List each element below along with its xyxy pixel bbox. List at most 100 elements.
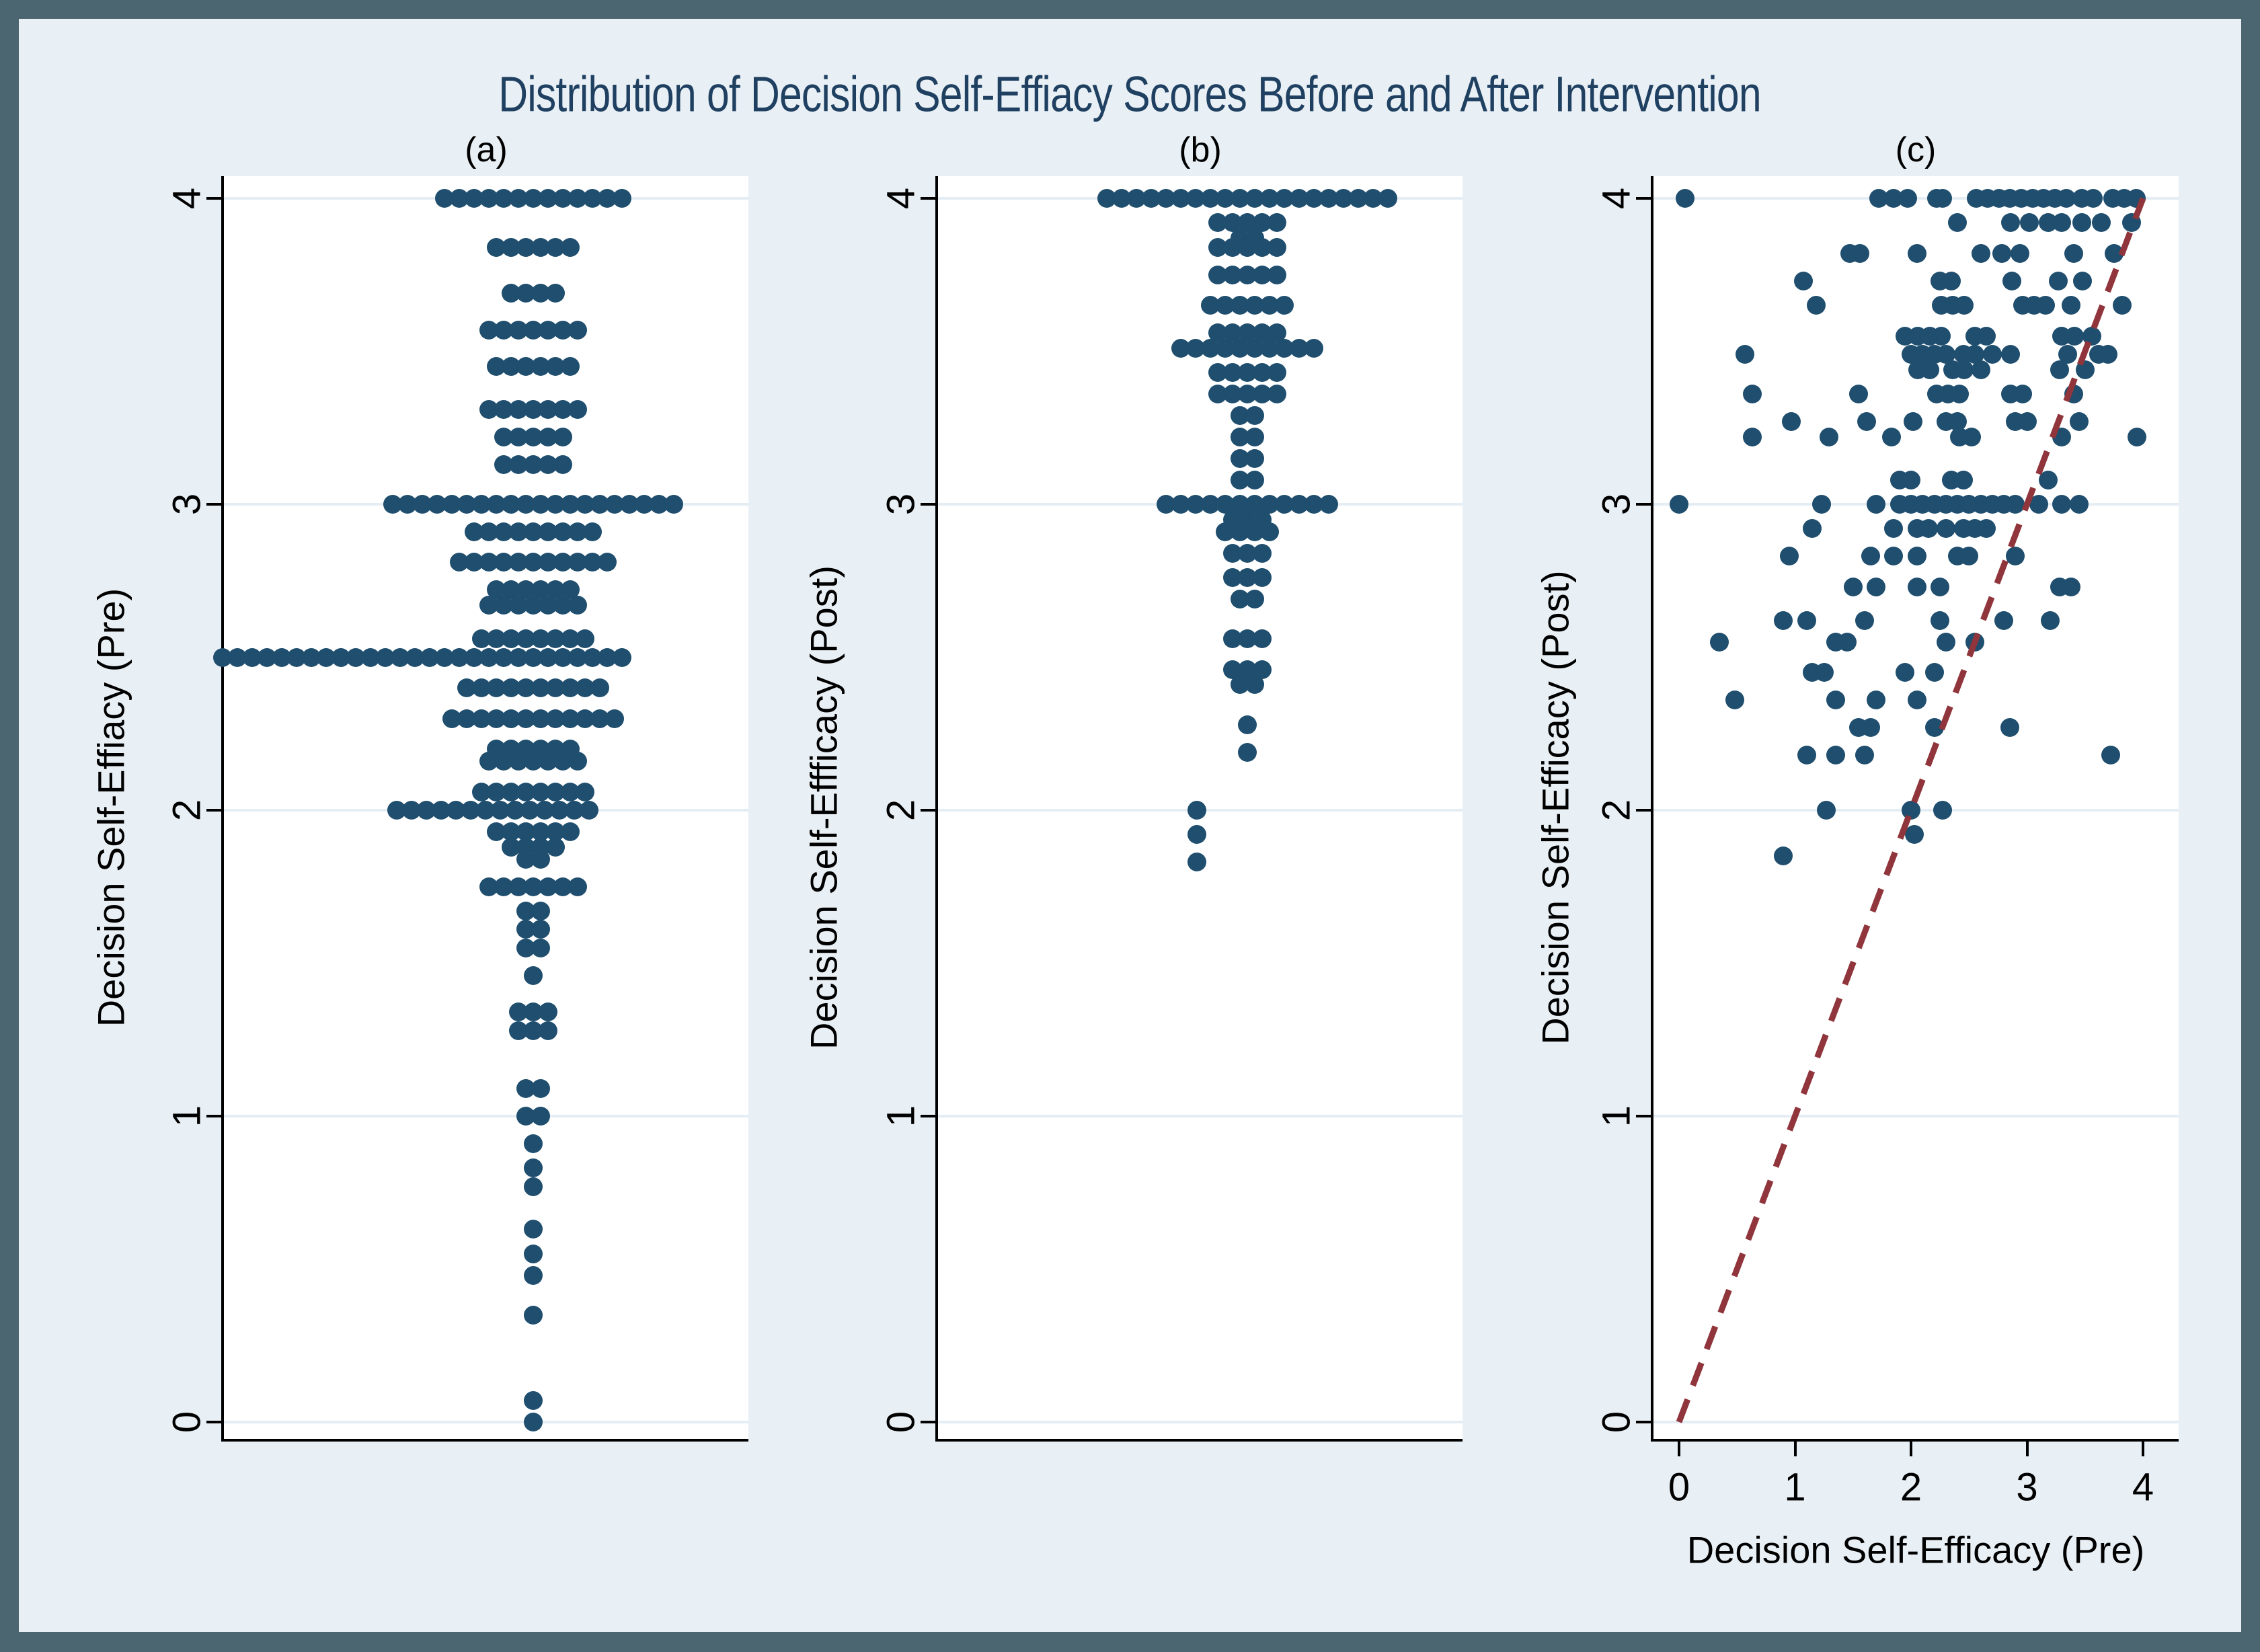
- x-tick-label: 0: [1668, 1465, 1690, 1509]
- scatter-point: [1850, 243, 1870, 263]
- scatter-point: [2006, 495, 2025, 514]
- strip-dot: [561, 357, 580, 377]
- strip-dot: [568, 320, 587, 340]
- y-tick-label: 4: [879, 187, 923, 210]
- scatter-point: [2013, 385, 2032, 404]
- scatter-point: [2073, 271, 2093, 290]
- gridline: [1653, 1421, 2179, 1423]
- scatter-point: [1797, 746, 1816, 765]
- scatter-point: [2049, 271, 2068, 290]
- strip-dot: [1268, 265, 1286, 284]
- strip-dot: [531, 938, 550, 957]
- scatter-point: [1710, 632, 1729, 652]
- scatter-point: [1867, 577, 1886, 596]
- strip-dot: [1245, 406, 1264, 426]
- strip-dot: [1268, 385, 1286, 404]
- strip-dot: [1253, 568, 1272, 588]
- x-axis-line: [935, 1439, 1463, 1442]
- y-tick-label: 2: [1594, 799, 1639, 822]
- scatter-point: [1902, 470, 1920, 489]
- gridline: [1653, 1115, 2179, 1117]
- scatter-point: [2064, 385, 2083, 404]
- scatter-point: [1819, 427, 1838, 446]
- x-axis-line: [221, 1439, 748, 1442]
- scatter-point: [2075, 360, 2095, 379]
- scatter-point: [2062, 577, 2081, 596]
- y-tick-label: 3: [879, 493, 923, 516]
- strip-dot: [1245, 427, 1264, 446]
- scatter-point: [2072, 213, 2091, 233]
- scatter-point: [2001, 213, 2021, 233]
- strip-dot: [568, 399, 587, 419]
- strip-dot: [524, 1391, 543, 1411]
- scatter-point: [1965, 632, 1984, 652]
- panel-b-y-axis-title: Decision Self-Effficacy (Post): [802, 565, 845, 1050]
- scatter-point: [2082, 326, 2102, 346]
- y-tick-label: 0: [879, 1411, 923, 1433]
- gridline: [224, 1115, 748, 1117]
- scatter-point: [1907, 577, 1926, 596]
- y-tick: [1636, 503, 1651, 506]
- scatter-point: [1742, 385, 1762, 404]
- scatter-point: [1918, 519, 1938, 539]
- scatter-point: [1826, 746, 1845, 765]
- scatter-point: [1849, 385, 1869, 404]
- scatter-point: [2052, 213, 2072, 233]
- figure-canvas: Distribution of Decision Self-Effiacy Sc…: [19, 19, 2241, 1632]
- y-tick: [921, 1421, 935, 1423]
- scatter-point: [2038, 470, 2058, 489]
- scatter-point: [1867, 495, 1886, 514]
- strip-dot: [524, 1220, 543, 1239]
- strip-dot: [524, 1177, 543, 1196]
- strip-dot: [1268, 237, 1286, 257]
- figure-title-text: Distribution of Decision Self-Effiacy Sc…: [498, 66, 1761, 122]
- strip-dot: [568, 752, 587, 771]
- strip-dot: [613, 189, 631, 208]
- scatter-point: [1971, 360, 1990, 379]
- y-tick-label: 4: [1594, 187, 1639, 210]
- y-tick: [1636, 1115, 1651, 1117]
- scatter-point: [1961, 427, 1981, 446]
- scatter-point: [1675, 189, 1694, 208]
- strip-dot: [1268, 213, 1286, 233]
- scatter-point: [2052, 427, 2072, 446]
- strip-dot: [524, 1158, 543, 1178]
- scatter-point: [1920, 360, 1939, 379]
- scatter-point: [2112, 296, 2132, 315]
- scatter-point: [2001, 345, 2021, 364]
- strip-dot: [531, 1107, 550, 1126]
- panel-b-plot-area: [921, 176, 1463, 1442]
- scatter-point: [1779, 547, 1799, 566]
- panel-a-plot-area: [206, 176, 748, 1442]
- strip-dot: [539, 1021, 557, 1040]
- y-tick: [206, 1421, 221, 1423]
- scatter-point: [2104, 243, 2123, 263]
- y-axis-line: [221, 176, 224, 1442]
- strip-dot: [583, 522, 602, 541]
- scatter-point: [1806, 296, 1826, 315]
- scatter-point: [1797, 611, 1816, 630]
- y-tick: [1636, 197, 1651, 200]
- strip-dot: [1268, 363, 1286, 383]
- y-axis-line: [1651, 176, 1653, 1442]
- scatter-point: [2083, 189, 2103, 208]
- strip-dot: [1238, 742, 1257, 762]
- scatter-point: [1933, 189, 1952, 208]
- scatter-point: [2041, 611, 2060, 630]
- scatter-point: [1971, 243, 1990, 263]
- strip-dot: [598, 553, 617, 572]
- scatter-point: [1670, 495, 1688, 514]
- strip-dot: [576, 782, 594, 801]
- y-axis-line: [935, 176, 938, 1442]
- strip-dot: [524, 1413, 543, 1431]
- x-tick-label: 3: [2016, 1465, 2038, 1509]
- scatter-point: [2101, 746, 2120, 765]
- scatter-point: [2128, 427, 2147, 446]
- scatter-point: [1782, 412, 1801, 432]
- strip-dot: [613, 647, 631, 667]
- scatter-point: [2000, 718, 2019, 738]
- x-axis-line: [1651, 1439, 2179, 1442]
- scatter-point: [1855, 611, 1874, 630]
- scatter-point: [2006, 547, 2025, 566]
- y-tick-label: 4: [165, 187, 209, 210]
